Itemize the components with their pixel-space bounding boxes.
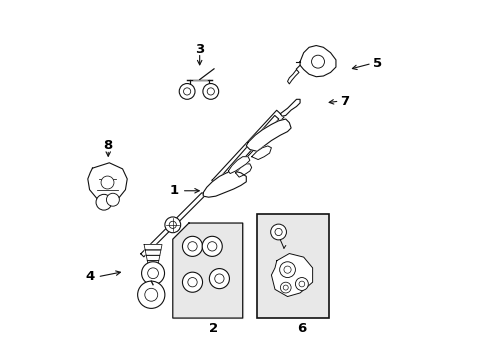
Polygon shape [212, 110, 284, 187]
Polygon shape [251, 146, 271, 159]
Polygon shape [221, 116, 278, 180]
Bar [257, 214, 328, 318]
Circle shape [280, 282, 290, 293]
Circle shape [209, 269, 229, 289]
Circle shape [203, 84, 218, 99]
Polygon shape [88, 163, 127, 203]
Circle shape [270, 224, 286, 240]
Circle shape [311, 55, 324, 68]
Text: 4: 4 [85, 270, 95, 283]
Text: 7: 7 [340, 95, 349, 108]
Circle shape [137, 281, 164, 309]
Circle shape [182, 272, 202, 292]
Polygon shape [144, 244, 162, 250]
Circle shape [142, 262, 164, 285]
Text: 1: 1 [170, 184, 179, 197]
Polygon shape [246, 119, 290, 151]
Polygon shape [280, 99, 300, 116]
Polygon shape [141, 193, 204, 257]
Circle shape [164, 217, 180, 233]
Text: 6: 6 [297, 322, 306, 335]
Polygon shape [172, 223, 242, 318]
Circle shape [96, 194, 112, 210]
Circle shape [106, 193, 119, 206]
Text: 2: 2 [209, 322, 218, 335]
Text: 8: 8 [103, 139, 113, 152]
Polygon shape [145, 250, 161, 255]
Circle shape [182, 236, 202, 256]
Polygon shape [147, 261, 159, 266]
Polygon shape [203, 171, 246, 197]
Text: 5: 5 [372, 57, 381, 70]
Polygon shape [271, 253, 312, 297]
Circle shape [179, 84, 195, 99]
Text: 3: 3 [195, 42, 204, 55]
Polygon shape [235, 164, 251, 177]
Circle shape [101, 176, 114, 189]
Circle shape [202, 236, 222, 256]
Circle shape [279, 262, 295, 278]
Polygon shape [300, 45, 335, 77]
Circle shape [295, 278, 308, 291]
Polygon shape [228, 157, 249, 174]
Polygon shape [146, 255, 160, 261]
